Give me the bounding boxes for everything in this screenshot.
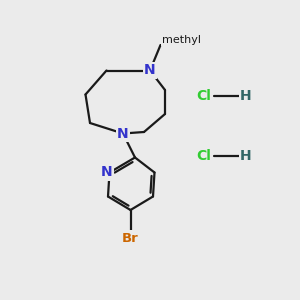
Text: H: H <box>240 149 252 163</box>
Text: N: N <box>144 64 156 77</box>
Text: Cl: Cl <box>196 89 211 103</box>
Text: Cl: Cl <box>196 149 211 163</box>
Text: N: N <box>101 166 112 179</box>
Text: Br: Br <box>122 232 139 245</box>
Text: N: N <box>117 127 129 140</box>
Text: H: H <box>240 89 252 103</box>
Text: methyl: methyl <box>162 34 201 45</box>
